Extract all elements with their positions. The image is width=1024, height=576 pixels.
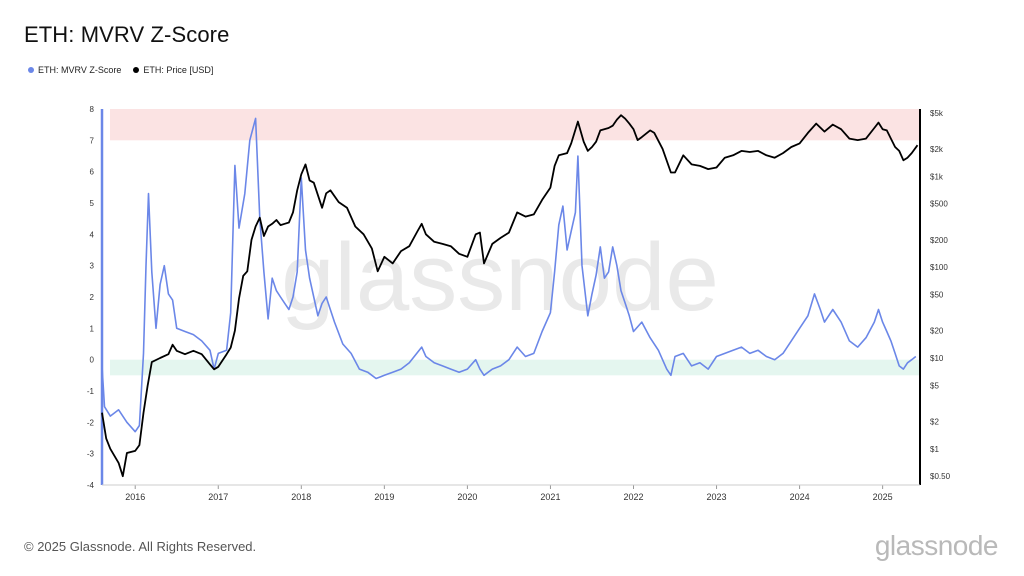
- left-tick-label: 1: [90, 324, 95, 333]
- legend-label-zscore: ETH: MVRV Z-Score: [38, 65, 122, 75]
- left-tick-label: -1: [87, 387, 95, 396]
- left-tick-label: 0: [90, 356, 95, 365]
- left-tick-label: -2: [87, 418, 95, 427]
- left-tick-label: -4: [87, 481, 95, 490]
- legend-item-price[interactable]: ETH: Price [USD]: [133, 65, 213, 75]
- left-tick-label: 6: [90, 168, 95, 177]
- legend-dot-price: [133, 67, 140, 73]
- legend-dot-zscore: [28, 67, 34, 73]
- x-tick-label: 2023: [707, 492, 727, 502]
- brand-logo: glassnode: [874, 530, 999, 561]
- copyright-text: © 2025 Glassnode. All Rights Reserved.: [24, 539, 257, 554]
- series-line-price: [101, 114, 919, 478]
- chart-title: ETH: MVRV Z-Score: [24, 22, 230, 47]
- right-tick-label: $200: [930, 236, 948, 245]
- left-tick-label: 4: [90, 230, 95, 239]
- bottom-band: [110, 359, 920, 376]
- top-band: [110, 109, 920, 141]
- series-line-zscore: [101, 117, 917, 433]
- x-tick-label: 2017: [208, 492, 228, 502]
- x-tick-label: 2021: [540, 492, 560, 502]
- x-tick-label: 2016: [125, 492, 145, 502]
- x-tick-label: 2025: [873, 492, 893, 502]
- right-tick-label: $20: [930, 327, 944, 336]
- legend-label-price: ETH: Price [USD]: [143, 65, 214, 75]
- right-tick-label: $1: [930, 445, 939, 454]
- x-tick-label: 2020: [457, 492, 477, 502]
- left-tick-label: 8: [90, 105, 95, 114]
- legend-item-zscore[interactable]: ETH: MVRV Z-Score: [28, 65, 121, 75]
- right-tick-label: $2: [930, 417, 939, 426]
- left-tick-label: 7: [90, 136, 95, 145]
- right-tick-label: $10: [930, 354, 944, 363]
- legend: ETH: MVRV Z-Score ETH: Price [USD]: [28, 65, 213, 75]
- x-tick-label: 2018: [291, 492, 311, 502]
- right-tick-label: $500: [930, 200, 948, 209]
- watermark-text: glassnode: [281, 224, 719, 331]
- right-tick-label: $2k: [930, 145, 944, 154]
- x-tick-label: 2024: [790, 492, 810, 502]
- right-tick-label: $1k: [930, 172, 944, 181]
- right-tick-label: $0.50: [930, 472, 951, 481]
- left-tick-label: -3: [87, 450, 95, 459]
- right-tick-label: $5k: [930, 109, 944, 118]
- left-tick-label: 5: [90, 199, 95, 208]
- left-tick-label: 3: [90, 262, 95, 271]
- x-tick-label: 2022: [623, 492, 643, 502]
- x-tick-label: 2019: [374, 492, 394, 502]
- left-tick-label: 2: [90, 293, 95, 302]
- right-tick-label: $50: [930, 290, 944, 299]
- right-tick-label: $100: [930, 263, 948, 272]
- right-tick-label: $5: [930, 381, 939, 390]
